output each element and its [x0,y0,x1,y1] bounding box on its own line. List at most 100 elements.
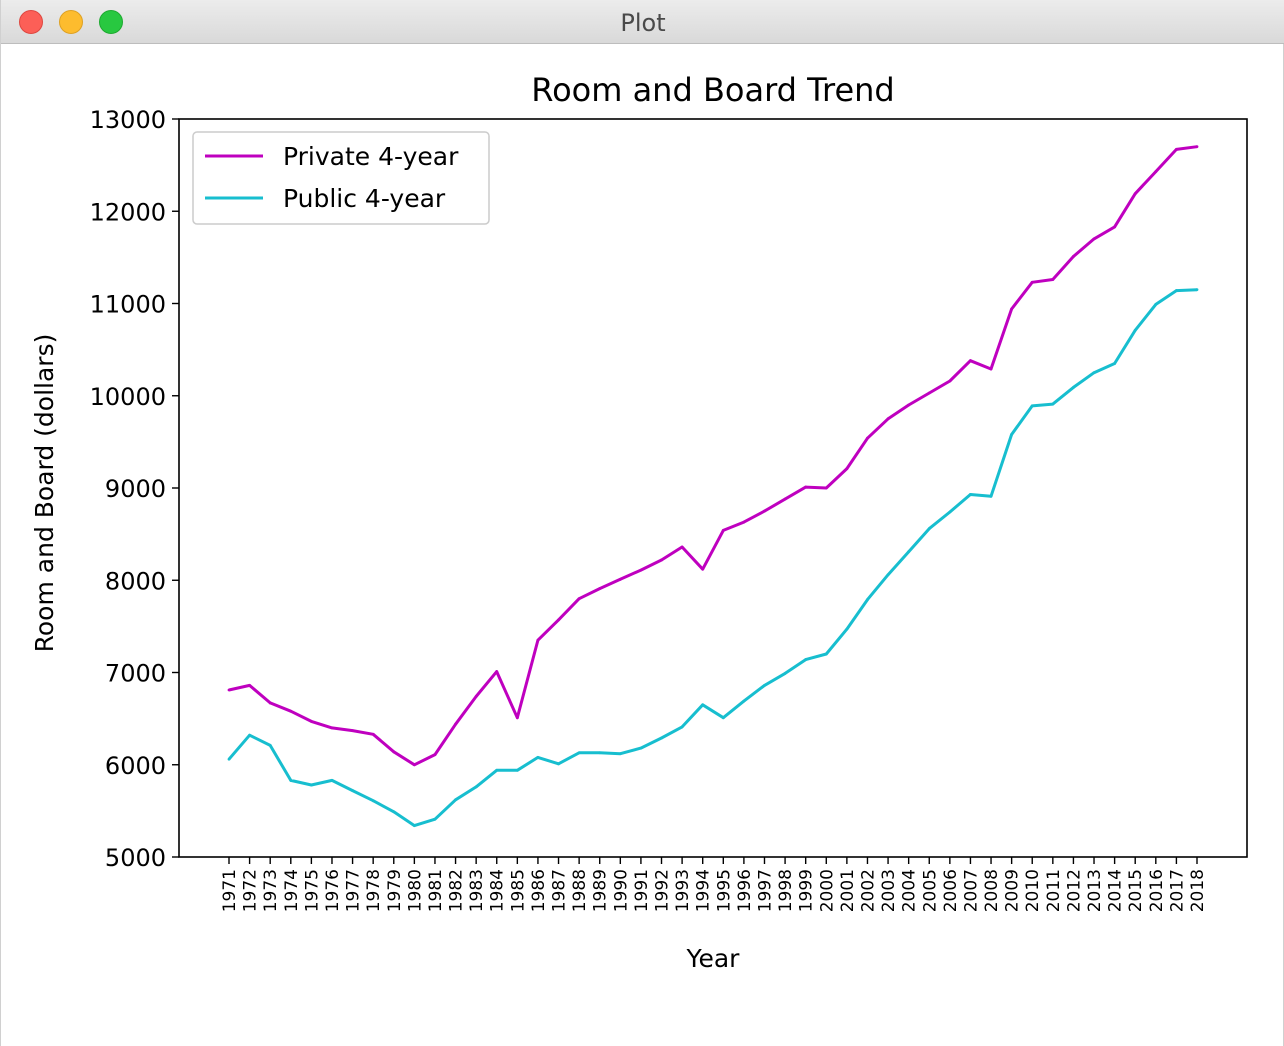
x-tick-label: 1972 [241,869,261,912]
data-point [515,768,519,772]
data-point [536,755,540,759]
data-point [680,725,684,729]
x-tick-label: 2008 [982,869,1002,912]
data-point [392,750,396,754]
data-point [227,688,231,692]
data-point [598,751,602,755]
data-point [1030,280,1034,284]
data-point [721,529,725,532]
data-point [1175,148,1178,151]
x-tick-label: 2011 [1044,869,1064,912]
data-point [907,550,911,554]
data-point [783,497,787,501]
data-point [721,716,725,720]
data-point [412,763,416,767]
data-point [1051,278,1055,281]
data-point [927,527,931,530]
data-point [948,510,952,514]
maximize-window-button[interactable] [99,10,123,34]
data-point [289,709,293,713]
data-point [371,732,375,736]
x-tick-label: 2016 [1147,869,1167,912]
x-tick-label: 1977 [344,869,364,912]
data-point [948,379,952,383]
data-point [866,436,869,440]
x-tick-label: 1976 [323,869,343,912]
minimize-window-button[interactable] [59,10,83,34]
data-point [351,789,354,792]
data-point [1113,362,1117,365]
x-tick-label: 1996 [735,869,755,912]
data-point [371,799,375,803]
data-point [227,757,231,761]
x-tick-label: 1988 [570,869,590,912]
data-point [1113,225,1117,229]
data-point [1072,386,1075,389]
x-tick-label: 2006 [941,869,961,912]
data-point [268,743,272,747]
y-tick-label: 11000 [90,291,166,319]
x-tick-label: 2004 [900,869,920,912]
data-point [454,798,457,802]
data-point [1133,192,1137,196]
data-point [886,573,890,577]
y-axis-label: Room and Board (dollars) [30,334,59,653]
data-point [969,359,972,363]
x-tick-label: 1994 [694,869,714,912]
data-point [330,779,334,782]
x-tick-label: 2015 [1126,869,1146,912]
y-tick-label: 13000 [90,106,166,134]
data-point [763,509,766,513]
data-point [1010,433,1014,436]
data-point [248,684,251,687]
x-tick-label: 1989 [591,869,611,912]
data-point [989,367,993,371]
data-point [1195,288,1199,292]
legend: Private 4-year Public 4-year [192,131,490,225]
x-tick-label: 1984 [488,869,508,912]
data-point [989,494,993,498]
data-point [1175,289,1178,292]
data-point [783,672,787,675]
x-tick-label: 2013 [1085,869,1105,912]
x-tick-label: 1980 [405,869,425,912]
legend-box [192,131,490,225]
axes: 5000 6000 7000 8000 9000 10000 11000 12000 13000… [90,106,1248,912]
data-point [1154,170,1158,173]
data-point [969,493,972,496]
data-point [927,391,931,395]
x-tick-label: 2009 [1003,869,1023,912]
data-point [474,785,478,789]
data-point [804,658,808,661]
x-tick-label: 1990 [611,869,631,912]
data-point [845,627,849,631]
data-point [824,652,828,656]
y-tick-label: 6000 [105,752,166,780]
data-point [1051,402,1055,406]
x-tick-label: 1978 [364,869,384,912]
data-point [309,783,313,787]
data-point [412,824,416,828]
x-tick-label: 1995 [714,869,734,912]
data-point [886,417,890,421]
series-layer [227,145,1199,828]
x-tick-label: 2000 [817,869,837,912]
data-point [907,403,911,407]
x-tick-label: 1971 [220,869,240,912]
y-tick-label: 9000 [105,475,166,503]
data-point [289,779,293,782]
legend-label-0: Private 4-year [283,142,459,171]
data-point [1072,255,1075,258]
data-point [351,729,354,733]
data-point [845,467,849,471]
line-chart: 5000 6000 7000 8000 9000 10000 11000 12000 13000… [30,71,1248,973]
data-point [495,670,499,673]
close-window-button[interactable] [19,10,43,34]
data-point [701,567,705,571]
data-point [598,587,602,590]
data-point [824,486,828,490]
x-tick-label: 1973 [261,869,281,912]
x-tick-label: 1979 [385,869,405,912]
x-tick-label: 1991 [632,869,652,912]
